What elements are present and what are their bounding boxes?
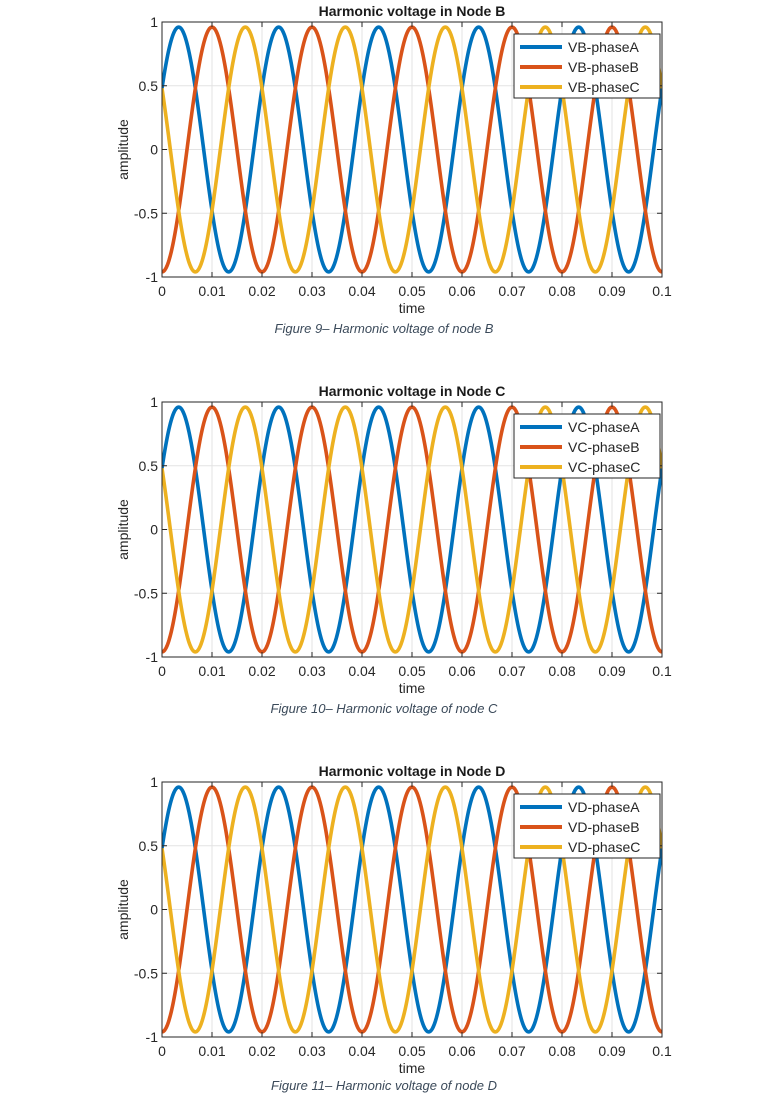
x-tick-label: 0.06 xyxy=(448,1043,475,1059)
x-tick-label: 0.03 xyxy=(298,663,325,679)
x-tick-label: 0.04 xyxy=(348,663,375,679)
x-tick-label: 0.01 xyxy=(198,283,225,299)
y-axis-label: amplitude xyxy=(115,119,131,180)
y-tick-label: 0 xyxy=(150,902,158,918)
x-tick-label: 0.08 xyxy=(548,1043,575,1059)
legend-label-VD-phaseC: VD-phaseC xyxy=(568,839,640,855)
legend-label-VD-phaseA: VD-phaseA xyxy=(568,799,640,815)
figure-node-b: 0 0.01 0.02 0.03 0.04 0.05 0.06 0.07 0.08 0.09 0.1… xyxy=(0,0,768,320)
y-tick-label: 1 xyxy=(150,394,158,410)
y-tick-label: -0.5 xyxy=(134,205,158,221)
series-group xyxy=(162,25,662,274)
y-tick-label: -1 xyxy=(146,269,159,285)
x-tick-label: 0.06 xyxy=(448,283,475,299)
series-group xyxy=(162,405,662,654)
x-tick-label: 0.06 xyxy=(448,663,475,679)
legend: VB-phaseA VB-phaseB VB-phaseC xyxy=(513,33,661,99)
y-tick-label: -0.5 xyxy=(134,965,158,981)
x-tick-label: 0.1 xyxy=(652,663,672,679)
y-tick-label: 1 xyxy=(150,774,158,790)
series-line-VD-phaseC xyxy=(162,785,662,1034)
x-tick-label: 0.09 xyxy=(598,283,625,299)
series-line-VC-phaseC xyxy=(162,405,662,654)
chart-title: Harmonic voltage in Node B xyxy=(319,3,506,19)
x-tick-label: 0.05 xyxy=(398,663,425,679)
legend-label-VB-phaseC: VB-phaseC xyxy=(568,79,640,95)
figure-node-c: 0 0.01 0.02 0.03 0.04 0.05 0.06 0.07 0.08 0.09 0.1… xyxy=(0,380,768,700)
chart-title: Harmonic voltage in Node D xyxy=(319,763,506,779)
x-tick-label: 0 xyxy=(158,663,166,679)
x-tick-label: 0.04 xyxy=(348,1043,375,1059)
legend-label-VB-phaseA: VB-phaseA xyxy=(568,39,639,55)
y-tick-label: -1 xyxy=(146,1029,159,1045)
x-tick-label: 0.1 xyxy=(652,1043,672,1059)
y-tick-label: 0.5 xyxy=(139,458,159,474)
x-tick-label: 0.01 xyxy=(198,663,225,679)
x-tick-label: 0.07 xyxy=(498,283,525,299)
x-tick-label: 0 xyxy=(158,283,166,299)
x-axis-label: time xyxy=(399,1060,426,1076)
y-tick-label: 0 xyxy=(150,142,158,158)
figure-caption-node-b: Figure 9– Harmonic voltage of node B xyxy=(274,321,494,336)
legend: VC-phaseA VC-phaseB VC-phaseC xyxy=(513,413,661,479)
y-tick-label: 1 xyxy=(150,14,158,30)
series-group xyxy=(162,785,662,1034)
x-tick-label: 0.07 xyxy=(498,1043,525,1059)
x-tick-label: 0.03 xyxy=(298,1043,325,1059)
x-tick-label: 0.07 xyxy=(498,663,525,679)
y-axis-label: amplitude xyxy=(115,879,131,940)
x-tick-label: 0.04 xyxy=(348,283,375,299)
figure-caption-node-c: Figure 10– Harmonic voltage of node C xyxy=(270,701,498,716)
x-tick-label: 0.03 xyxy=(298,283,325,299)
x-axis-label: time xyxy=(399,680,426,696)
x-tick-label: 0.05 xyxy=(398,283,425,299)
y-tick-label: 0.5 xyxy=(139,838,159,854)
x-tick-label: 0.02 xyxy=(248,1043,275,1059)
legend-label-VD-phaseB: VD-phaseB xyxy=(568,819,640,835)
chart-title: Harmonic voltage in Node C xyxy=(319,383,506,399)
legend: VD-phaseA VD-phaseB VD-phaseC xyxy=(513,793,661,859)
chart-node-b: 0 0.01 0.02 0.03 0.04 0.05 0.06 0.07 0.08 0.09 0.1… xyxy=(115,3,672,316)
x-tick-label: 0.08 xyxy=(548,283,575,299)
x-tick-label: 0.01 xyxy=(198,1043,225,1059)
y-tick-label: 0 xyxy=(150,522,158,538)
x-tick-label: 0.08 xyxy=(548,663,575,679)
x-tick-label: 0 xyxy=(158,1043,166,1059)
x-tick-label: 0.05 xyxy=(398,1043,425,1059)
y-tick-label: 0.5 xyxy=(139,78,159,94)
x-tick-label: 0.1 xyxy=(652,283,672,299)
chart-node-d: 0 0.01 0.02 0.03 0.04 0.05 0.06 0.07 0.08 0.09 0.1… xyxy=(115,763,672,1076)
legend-label-VB-phaseB: VB-phaseB xyxy=(568,59,639,75)
x-axis-label: time xyxy=(399,300,426,316)
legend-label-VC-phaseB: VC-phaseB xyxy=(568,439,640,455)
figure-caption-node-d: Figure 11– Harmonic voltage of node D xyxy=(271,1078,497,1093)
x-tick-label: 0.02 xyxy=(248,663,275,679)
legend-label-VC-phaseC: VC-phaseC xyxy=(568,459,640,475)
y-axis-label: amplitude xyxy=(115,499,131,560)
y-tick-label: -1 xyxy=(146,649,159,665)
figure-node-d: 0 0.01 0.02 0.03 0.04 0.05 0.06 0.07 0.08 0.09 0.1… xyxy=(0,760,768,1080)
series-line-VB-phaseC xyxy=(162,25,662,274)
x-tick-label: 0.02 xyxy=(248,283,275,299)
legend-label-VC-phaseA: VC-phaseA xyxy=(568,419,640,435)
chart-node-c: 0 0.01 0.02 0.03 0.04 0.05 0.06 0.07 0.08 0.09 0.1… xyxy=(115,383,672,696)
x-tick-label: 0.09 xyxy=(598,663,625,679)
y-tick-label: -0.5 xyxy=(134,585,158,601)
x-tick-label: 0.09 xyxy=(598,1043,625,1059)
